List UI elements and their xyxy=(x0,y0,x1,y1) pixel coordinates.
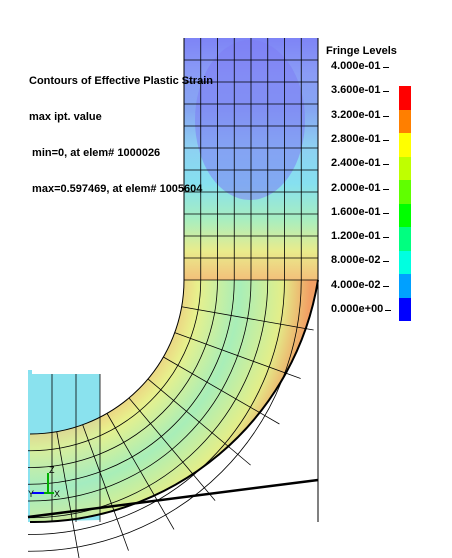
fringe-level-label: 2.000e-01 xyxy=(331,182,389,194)
triad-z-label: Z xyxy=(49,465,55,475)
fringe-level-label: 3.200e-01 xyxy=(331,109,389,121)
fringe-title: Fringe Levels xyxy=(326,45,397,57)
fringe-color-segment xyxy=(399,156,411,180)
plot-info: Contours of Effective Plastic Strain max… xyxy=(29,51,213,219)
fringe-color-segment xyxy=(399,109,411,133)
plot-subtitle: max ipt. value xyxy=(29,111,102,123)
fringe-level-label: 4.000e-01 xyxy=(331,60,389,72)
mesh-edge xyxy=(29,279,235,485)
fringe-color-segment xyxy=(399,250,411,274)
fringe-color-segment xyxy=(399,203,411,227)
outer-arc xyxy=(29,279,319,524)
fringe-color-segment xyxy=(399,86,411,110)
mesh-edge xyxy=(174,332,301,379)
low-strain-zone xyxy=(195,40,305,200)
fringe-level-label: 8.000e-02 xyxy=(331,254,389,266)
fringe-color-segment xyxy=(399,133,411,157)
mesh-edge xyxy=(29,279,269,519)
fringe-level-label: 2.800e-01 xyxy=(331,133,389,145)
mesh-edge xyxy=(29,279,302,552)
fringe-level-label: 1.200e-01 xyxy=(331,230,389,242)
plot-title: Contours of Effective Plastic Strain xyxy=(29,75,213,87)
die-line xyxy=(27,478,319,519)
mesh-edge xyxy=(56,431,80,558)
plot-max-value: max=0.597469, at elem# 1005604 xyxy=(29,183,203,195)
mesh-edge xyxy=(106,413,175,530)
fringe-color-segment xyxy=(399,180,411,204)
triad-y-label: Y xyxy=(28,489,34,499)
mesh-edge xyxy=(128,397,216,501)
fringe-color-segment xyxy=(399,227,411,251)
mesh-edge xyxy=(82,424,129,551)
mesh-edge xyxy=(29,279,202,452)
plot-min-value: min=0, at elem# 1000026 xyxy=(29,147,161,159)
triad-x-label: X xyxy=(54,489,60,499)
mesh-lines xyxy=(28,38,318,558)
fringe-level-label: 3.600e-01 xyxy=(331,84,389,96)
fringe-colorbar xyxy=(399,86,411,321)
mesh-edge xyxy=(29,279,285,535)
fringe-level-label: 0.000e+00 xyxy=(331,303,392,315)
mesh-edge xyxy=(29,279,252,502)
fringe-level-label: 2.400e-01 xyxy=(331,157,389,169)
fringe-color-segment xyxy=(399,274,411,298)
fringe-color-segment xyxy=(399,297,411,321)
mesh-edge xyxy=(181,306,314,331)
fringe-level-label: 4.000e-02 xyxy=(331,279,389,291)
axis-triad: Z X Y xyxy=(28,465,60,499)
mesh-edge xyxy=(29,279,218,468)
fringe-level-label: 1.600e-01 xyxy=(331,206,389,218)
mesh-edge xyxy=(147,378,251,466)
inner-arc xyxy=(29,279,185,435)
